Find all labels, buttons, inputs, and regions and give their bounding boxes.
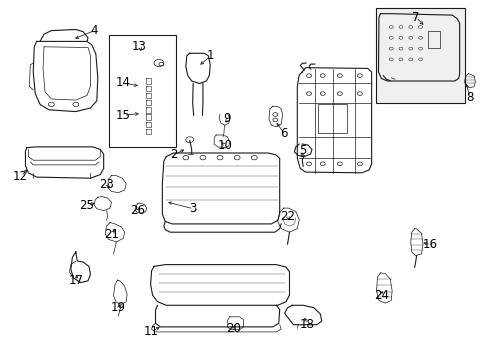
Text: 17: 17 xyxy=(68,274,83,287)
Text: 6: 6 xyxy=(279,127,287,140)
Bar xyxy=(317,104,346,133)
Text: 26: 26 xyxy=(130,204,145,217)
Text: 20: 20 xyxy=(226,322,241,335)
Text: 3: 3 xyxy=(189,202,197,215)
Text: 8: 8 xyxy=(465,91,472,104)
Text: 12: 12 xyxy=(13,170,28,183)
Text: 16: 16 xyxy=(422,238,437,251)
Text: 21: 21 xyxy=(104,228,119,240)
Text: 5: 5 xyxy=(299,144,306,157)
Text: 10: 10 xyxy=(217,139,232,152)
Text: 9: 9 xyxy=(223,112,231,125)
Text: 13: 13 xyxy=(132,40,146,53)
Bar xyxy=(375,8,464,103)
Text: 19: 19 xyxy=(111,301,125,314)
Text: 1: 1 xyxy=(206,49,214,62)
Text: 23: 23 xyxy=(99,178,114,191)
Text: 2: 2 xyxy=(169,148,177,161)
Text: 18: 18 xyxy=(299,318,314,330)
Text: 7: 7 xyxy=(411,11,419,24)
Bar xyxy=(427,31,439,48)
Text: 24: 24 xyxy=(373,289,388,302)
Text: 14: 14 xyxy=(116,76,130,89)
Bar xyxy=(108,35,176,147)
Text: 22: 22 xyxy=(280,210,294,222)
Text: 25: 25 xyxy=(80,199,94,212)
Text: 11: 11 xyxy=(144,325,159,338)
Text: 4: 4 xyxy=(90,24,98,37)
Text: 15: 15 xyxy=(116,109,130,122)
